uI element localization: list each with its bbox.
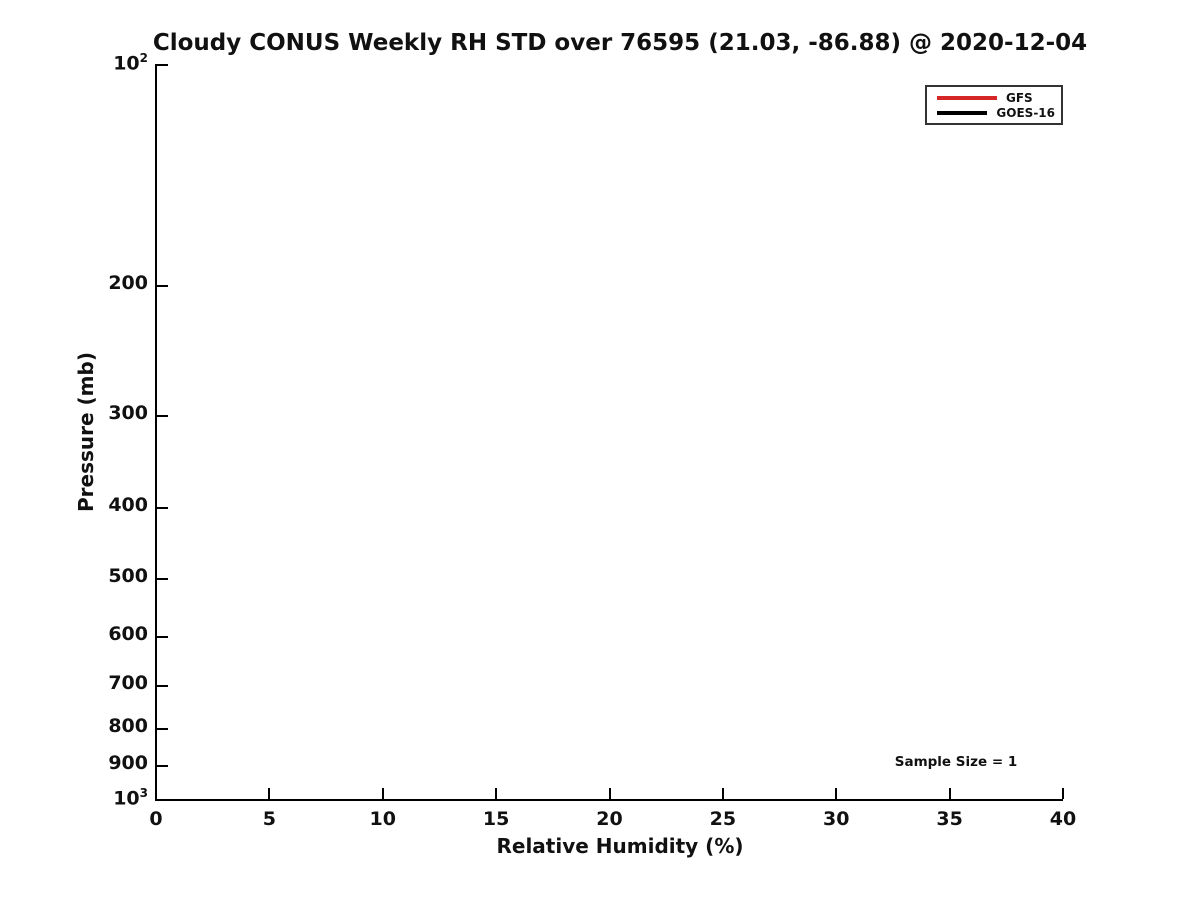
x-tick <box>1062 788 1064 799</box>
y-tick <box>157 64 168 66</box>
goes16-line-swatch <box>937 110 988 115</box>
y-tick <box>157 414 168 417</box>
y-tick <box>157 727 168 730</box>
legend-entry-gfs: GFS <box>937 90 1055 105</box>
x-tick-label: 30 <box>823 808 850 830</box>
legend-label-gfs: GFS <box>1006 90 1033 105</box>
x-tick-label: 15 <box>482 808 510 830</box>
y-tick-label: 700 <box>108 672 148 695</box>
y-tick-label: 102 <box>113 51 148 75</box>
y-tick <box>157 685 168 688</box>
y-tick-label: 300 <box>108 401 148 424</box>
y-tick <box>157 799 168 801</box>
y-tick <box>157 577 168 580</box>
x-tick-label: 20 <box>596 808 623 830</box>
x-tick-label: 10 <box>369 808 396 830</box>
x-tick <box>835 788 838 799</box>
y-tick-label: 900 <box>108 752 148 775</box>
chart-title: Cloudy CONUS Weekly RH STD over 76595 (2… <box>152 30 1088 56</box>
y-tick <box>157 765 168 768</box>
y-tick-label: 200 <box>108 272 148 295</box>
x-tick <box>721 788 724 799</box>
x-tick-label: 40 <box>1049 808 1077 830</box>
x-tick-label: 25 <box>709 808 737 830</box>
sample-size-annotation: Sample Size = 1 <box>894 754 1018 770</box>
y-tick <box>157 635 168 638</box>
gfs-line-swatch <box>937 95 997 100</box>
x-tick-label: 35 <box>936 808 963 830</box>
y-tick-label: 800 <box>108 714 148 737</box>
x-tick <box>495 788 498 799</box>
y-tick-label: 400 <box>108 493 148 516</box>
y-tick <box>157 506 168 509</box>
x-axis-label: Relative Humidity (%) <box>496 834 744 858</box>
y-axis-label: Pressure (mb) <box>74 352 98 512</box>
y-tick <box>157 285 168 288</box>
plot-area <box>155 64 1063 801</box>
x-tick <box>155 788 157 799</box>
x-tick <box>608 788 611 799</box>
legend-entry-goes16: GOES-16 <box>937 105 1055 120</box>
x-tick <box>268 788 271 799</box>
x-tick-label: 5 <box>262 808 276 830</box>
y-tick-label: 500 <box>108 564 148 587</box>
x-tick <box>381 788 384 799</box>
x-tick-label: 0 <box>149 808 163 830</box>
x-tick <box>948 788 951 799</box>
y-tick-label: 103 <box>113 786 148 810</box>
legend-label-goes16: GOES-16 <box>996 105 1055 120</box>
legend: GFS GOES-16 <box>925 85 1063 125</box>
y-tick-label: 600 <box>108 622 148 645</box>
